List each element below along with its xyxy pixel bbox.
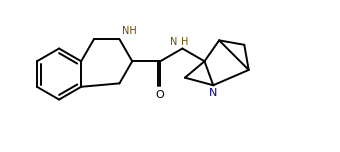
- Text: NH: NH: [122, 26, 137, 36]
- Text: O: O: [155, 90, 164, 100]
- Text: H: H: [182, 36, 189, 47]
- Text: N: N: [170, 36, 177, 47]
- Text: N: N: [209, 88, 217, 98]
